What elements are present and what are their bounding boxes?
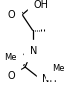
Text: Me: Me — [52, 64, 64, 74]
Text: NH: NH — [42, 74, 57, 84]
Text: Me: Me — [4, 53, 16, 62]
Text: N: N — [30, 46, 37, 56]
Text: O: O — [8, 10, 15, 20]
Text: O: O — [7, 71, 15, 81]
Text: OH: OH — [33, 0, 48, 10]
